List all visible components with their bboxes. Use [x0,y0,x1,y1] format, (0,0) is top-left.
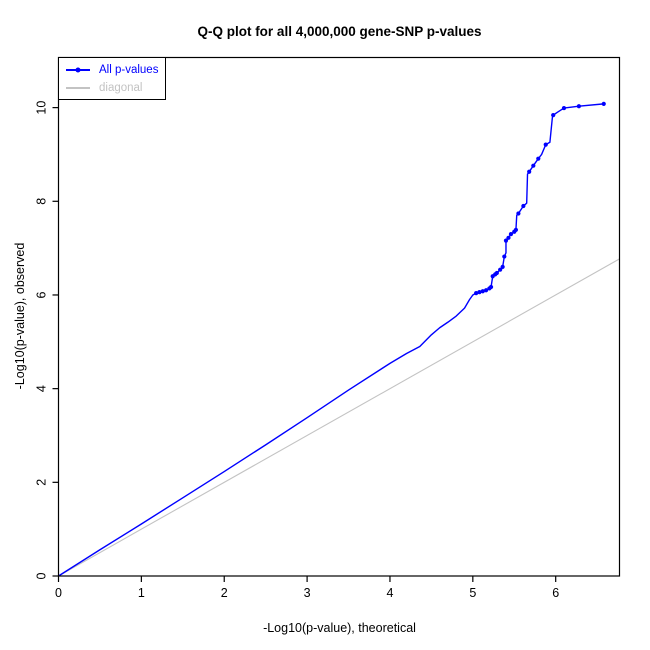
x-tick-label: 5 [469,586,476,600]
x-tick-label: 6 [552,586,559,600]
x-tick-label: 1 [138,586,145,600]
y-tick-label: 6 [35,291,49,298]
legend-marker-dot-icon [75,67,81,72]
pvalues-marker [506,235,511,240]
y-tick-label: 4 [35,385,49,392]
legend-line-sample-blue [66,67,90,72]
legend-line-sample-gray [66,86,90,89]
chart-title: Q-Q plot for all 4,000,000 gene-SNP p-va… [197,24,482,39]
pvalues-marker [508,231,514,237]
pvalues-marker [527,169,532,174]
y-tick-label: 10 [35,101,49,115]
pvalues-marker [516,211,521,216]
y-tick-label: 8 [35,198,49,205]
pvalues-marker [502,254,507,259]
legend-item-all-pvalues: All p-values [66,62,165,77]
x-tick-label: 3 [304,586,311,600]
pvalues-marker [551,113,556,118]
plot-box [57,56,621,577]
legend-item-diagonal: diagonal [66,80,165,95]
x-axis-label: -Log10(p-value), theoretical [263,621,416,635]
pvalues-marker [488,284,494,290]
pvalues-marker [498,267,503,272]
pvalues-marker [477,290,482,295]
pvalues-marker [576,104,581,109]
x-tick-label: 4 [386,586,393,600]
x-tick-label: 0 [55,586,62,600]
pvalues-marker [500,264,505,269]
pvalues-marker [531,163,536,168]
pvalues-marker [483,288,489,293]
x-tick-label: 2 [221,586,228,600]
pvalues-marker [494,270,499,276]
pvalues-marker [601,101,606,106]
pvalues-marker [503,238,509,243]
pvalues-marker [543,142,548,147]
pvalues-marker [480,289,485,294]
pvalues-marker [561,105,567,111]
pvalues-marker [521,203,526,209]
legend: All p-values diagonal [58,57,166,100]
diagonal-line [58,258,620,577]
pvalues-marker [474,290,479,296]
pvalues-line [58,103,604,577]
pvalues-marker [513,227,519,232]
legend-label-diagonal: diagonal [99,81,143,94]
legend-label-all-pvalues: All p-values [99,63,159,76]
y-tick-label: 2 [35,479,49,486]
y-tick-label: 0 [35,572,49,579]
pvalues-marker [536,156,541,161]
